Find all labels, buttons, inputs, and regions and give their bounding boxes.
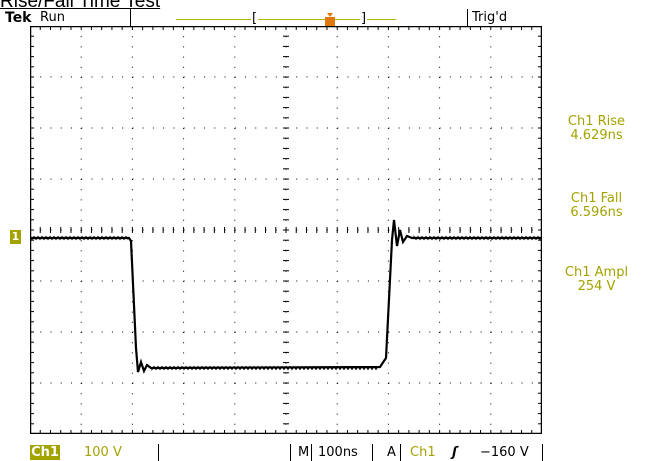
bottom-status-bar: Ch1 100 V M 100ns A Ch1 ʃ −160 V — [0, 444, 645, 461]
timebase-mode: M — [298, 445, 310, 460]
status-divider — [290, 444, 291, 461]
brand-logo: Tek — [5, 10, 32, 26]
trigger-level[interactable]: −160 V — [480, 445, 529, 460]
header-divider — [130, 9, 131, 28]
ch1-waveform-noise — [30, 234, 542, 372]
volts-per-div[interactable]: 100 V — [84, 445, 122, 460]
measurement-ampl: Ch1 Ampl 254 V — [548, 266, 645, 294]
measurement-value: 4.629ns — [570, 128, 623, 143]
status-divider — [372, 444, 373, 461]
measurement-value: 254 V — [577, 279, 616, 294]
run-state: Run — [40, 10, 65, 25]
measurement-label: Ch1 Fall — [570, 191, 623, 206]
trigger-source[interactable]: Ch1 — [410, 445, 436, 460]
page-title: Rise/Fall Time Test — [0, 0, 161, 12]
status-divider — [158, 444, 159, 461]
trigger-marker-icon — [325, 13, 335, 28]
ch1-waveform-trace — [30, 219, 542, 374]
record-bracket-right: ] — [360, 11, 368, 26]
measurement-label: Ch1 Rise — [567, 114, 626, 129]
measurement-rise: Ch1 Rise 4.629ns — [548, 115, 645, 143]
measurement-fall: Ch1 Fall 6.596ns — [548, 192, 645, 220]
graticule-grid — [30, 26, 542, 434]
measurement-label: Ch1 Ampl — [564, 265, 629, 280]
record-view-line — [176, 19, 396, 20]
record-bracket-left: [ — [251, 11, 259, 26]
time-per-div[interactable]: 100ns — [318, 445, 358, 460]
trigger-slope-icon[interactable]: ʃ — [452, 445, 458, 460]
header-divider — [467, 9, 468, 28]
trigger-mode: A — [387, 445, 396, 460]
measurement-value: 6.596ns — [570, 205, 623, 220]
status-divider — [542, 444, 543, 461]
status-divider — [400, 444, 401, 461]
trigger-status: Trig'd — [472, 10, 508, 25]
graticule — [30, 26, 542, 434]
channel-badge[interactable]: Ch1 — [30, 445, 60, 460]
status-divider — [311, 444, 312, 461]
channel1-ground-marker[interactable]: 1 — [10, 230, 21, 244]
top-status-bar: Tek Run [ ] Trig'd — [0, 9, 645, 28]
trigger-position-marker — [325, 13, 335, 28]
